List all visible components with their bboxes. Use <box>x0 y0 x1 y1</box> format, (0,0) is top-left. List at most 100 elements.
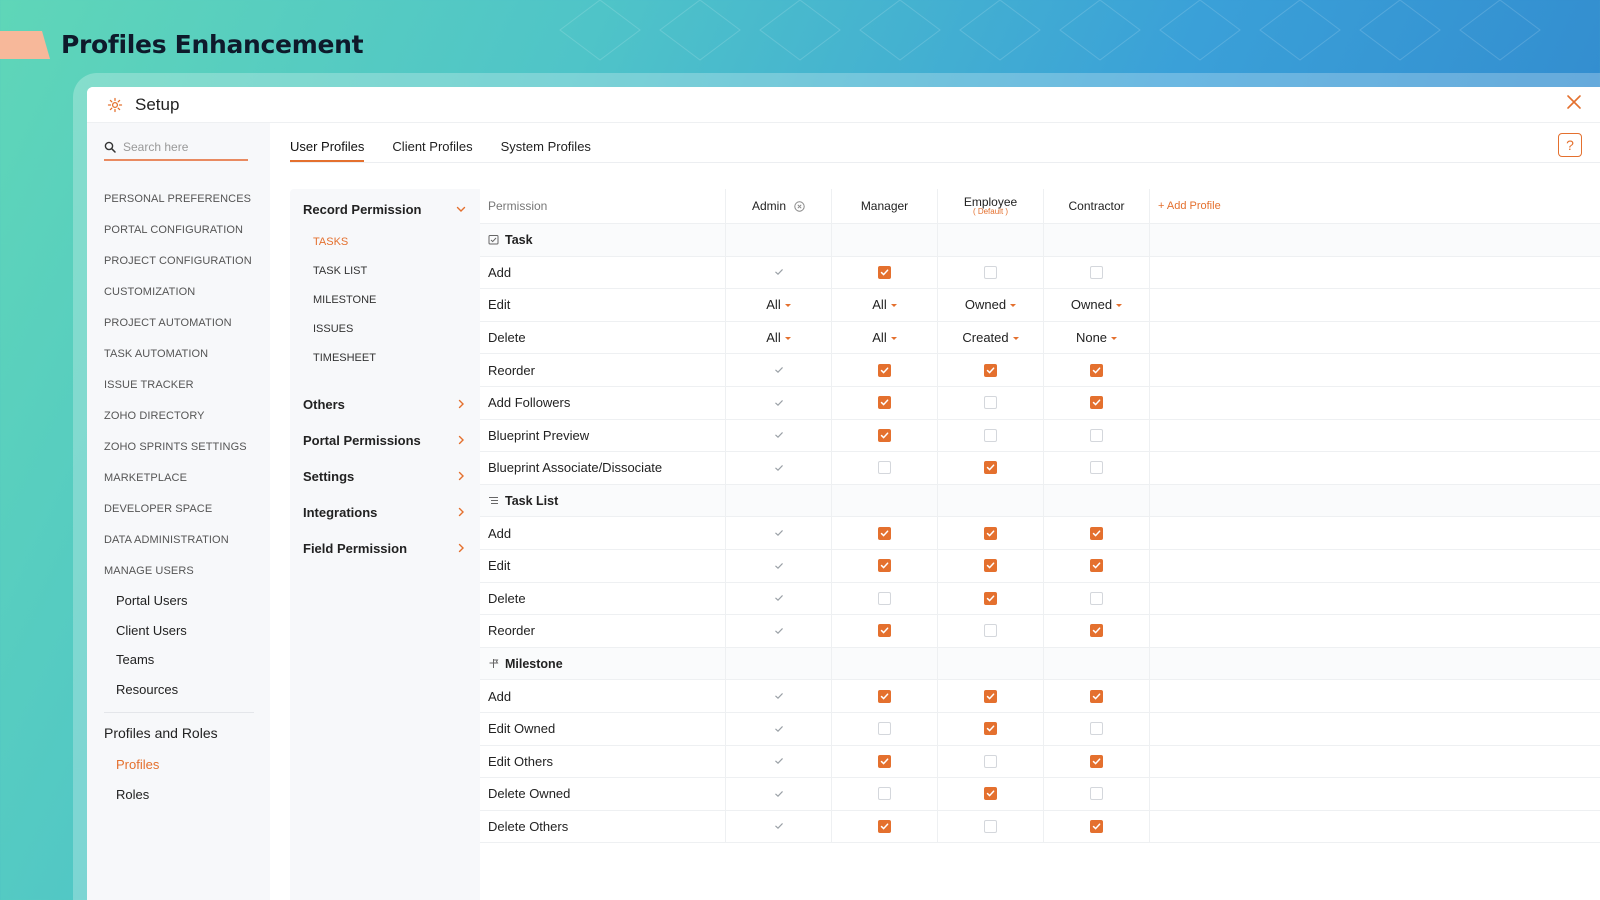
help-button[interactable]: ? <box>1558 133 1582 157</box>
permission-row: Delete Others <box>480 810 1600 844</box>
checkbox-checked[interactable] <box>1090 559 1103 573</box>
checkbox-unchecked[interactable] <box>984 396 997 410</box>
checkbox-checked[interactable] <box>878 754 891 768</box>
nav-group-settings[interactable]: Settings <box>290 458 480 494</box>
checkbox-checked[interactable] <box>984 689 997 703</box>
checkbox-checked[interactable] <box>984 591 997 605</box>
checkbox-checked[interactable] <box>878 363 891 377</box>
checkbox-checked[interactable] <box>1090 526 1103 540</box>
empty-cell <box>1150 485 1600 517</box>
add-profile-link[interactable]: + Add Profile <box>1158 200 1221 212</box>
checkbox-checked[interactable] <box>878 396 891 410</box>
permission-row: Add <box>480 680 1600 713</box>
sidebar-item[interactable]: Personal Preferences <box>104 192 252 205</box>
checkbox-unchecked[interactable] <box>984 624 997 638</box>
checkbox-unchecked[interactable] <box>878 787 891 801</box>
checkbox-unchecked[interactable] <box>984 819 997 833</box>
permission-dropdown[interactable]: Owned <box>965 297 1017 312</box>
sidebar-item[interactable]: Manage Users <box>104 564 194 577</box>
info-circle-icon[interactable] <box>794 200 805 212</box>
checkbox-unchecked[interactable] <box>1090 787 1103 801</box>
checkbox-checked[interactable] <box>878 559 891 573</box>
checkbox-unchecked[interactable] <box>1090 428 1103 442</box>
nav-sub-tasks[interactable]: TASKS <box>313 235 349 248</box>
checkbox-unchecked[interactable] <box>1090 461 1103 475</box>
checkbox-checked[interactable] <box>984 363 997 377</box>
sidebar-item[interactable]: Zoho Directory <box>104 409 205 422</box>
nav-record-permission[interactable]: Record Permission <box>290 191 480 227</box>
checkbox-unchecked[interactable] <box>1090 265 1103 279</box>
tab-system-profiles[interactable]: System Profiles <box>500 139 591 154</box>
nav-sub-milestone[interactable]: MILESTONE <box>313 293 377 306</box>
sidebar-item[interactable]: Project Automation <box>104 316 232 329</box>
sidebar-item[interactable]: Portal Configuration <box>104 223 244 236</box>
checkbox-checked[interactable] <box>984 461 997 475</box>
nav-sub-task-list[interactable]: TASK LIST <box>313 264 368 277</box>
checkbox-checked[interactable] <box>984 722 997 736</box>
sidebar-item[interactable]: Marketplace <box>104 471 188 484</box>
checkbox-checked[interactable] <box>878 265 891 279</box>
permission-dropdown[interactable]: All <box>872 297 897 312</box>
empty-cell <box>1150 778 1600 810</box>
checkbox-unchecked[interactable] <box>878 722 891 736</box>
checkbox-unchecked[interactable] <box>878 461 891 475</box>
tab-client-profiles[interactable]: Client Profiles <box>392 139 473 154</box>
checkbox-unchecked[interactable] <box>984 428 997 442</box>
sidebar-item[interactable]: Developer Space <box>104 502 213 515</box>
permission-dropdown[interactable]: All <box>872 330 897 345</box>
search-input[interactable] <box>123 140 233 154</box>
permission-cell <box>832 419 938 452</box>
checkbox-checked[interactable] <box>984 559 997 573</box>
checkbox-checked[interactable] <box>1090 754 1103 768</box>
sidebar-item[interactable]: Task Automation <box>104 347 209 360</box>
permission-cell <box>1044 452 1150 484</box>
checkbox-checked[interactable] <box>878 689 891 703</box>
checkbox-unchecked[interactable] <box>1090 722 1103 736</box>
nav-group-field-permission[interactable]: Field Permission <box>290 530 480 566</box>
sidebar-subitem[interactable]: Teams <box>116 652 155 668</box>
checkbox-checked[interactable] <box>1090 624 1103 638</box>
sidebar-subitem[interactable]: Portal Users <box>116 593 188 609</box>
permission-cell <box>1044 354 1150 386</box>
checkbox-checked[interactable] <box>984 526 997 540</box>
permission-dropdown[interactable]: None <box>1076 330 1118 345</box>
checkbox-checked[interactable] <box>878 526 891 540</box>
permission-dropdown[interactable]: Owned <box>1071 297 1123 312</box>
sidebar-subitem-profiles[interactable]: Profiles <box>116 757 160 773</box>
nav-group-integrations[interactable]: Integrations <box>290 494 480 530</box>
checkbox-checked[interactable] <box>1090 363 1103 377</box>
permission-cell: All <box>832 289 938 321</box>
sidebar-item[interactable]: Zoho Sprints Settings <box>104 440 247 453</box>
checkbox-checked[interactable] <box>1090 396 1103 410</box>
sidebar-item[interactable]: Customization <box>104 285 196 298</box>
checkbox-checked[interactable] <box>878 624 891 638</box>
checkbox-unchecked[interactable] <box>984 754 997 768</box>
permission-cell <box>726 256 832 289</box>
checkbox-checked[interactable] <box>1090 819 1103 833</box>
sidebar-item[interactable]: Project Configuration <box>104 254 252 267</box>
sidebar-subitem[interactable]: Client Users <box>116 622 187 638</box>
nav-sub-timesheet[interactable]: TIMESHEET <box>313 351 376 364</box>
permission-dropdown[interactable]: Created <box>962 330 1019 345</box>
tab-user-profiles[interactable]: User Profiles <box>290 139 365 162</box>
sidebar-item[interactable]: Issue Tracker <box>104 378 194 391</box>
sidebar-subitem[interactable]: Resources <box>116 681 179 697</box>
checkbox-checked[interactable] <box>984 787 997 801</box>
checkbox-checked[interactable] <box>878 819 891 833</box>
checkbox-disabled-checked <box>773 528 784 539</box>
checkbox-checked[interactable] <box>878 428 891 442</box>
checkbox-disabled-checked <box>773 625 784 636</box>
checkbox-unchecked[interactable] <box>878 591 891 605</box>
permission-dropdown[interactable]: All <box>766 297 791 312</box>
permission-dropdown[interactable]: All <box>766 330 791 345</box>
permission-cell <box>938 680 1044 712</box>
close-icon[interactable] <box>1565 93 1583 111</box>
nav-group-portal-permissions[interactable]: Portal Permissions <box>290 422 480 458</box>
nav-sub-issues[interactable]: ISSUES <box>313 322 354 335</box>
sidebar-subitem-roles[interactable]: Roles <box>116 786 150 802</box>
checkbox-unchecked[interactable] <box>1090 591 1103 605</box>
sidebar-item[interactable]: Data Administration <box>104 533 229 546</box>
nav-group-others[interactable]: Others <box>290 386 480 422</box>
checkbox-checked[interactable] <box>1090 689 1103 703</box>
checkbox-unchecked[interactable] <box>984 265 997 279</box>
